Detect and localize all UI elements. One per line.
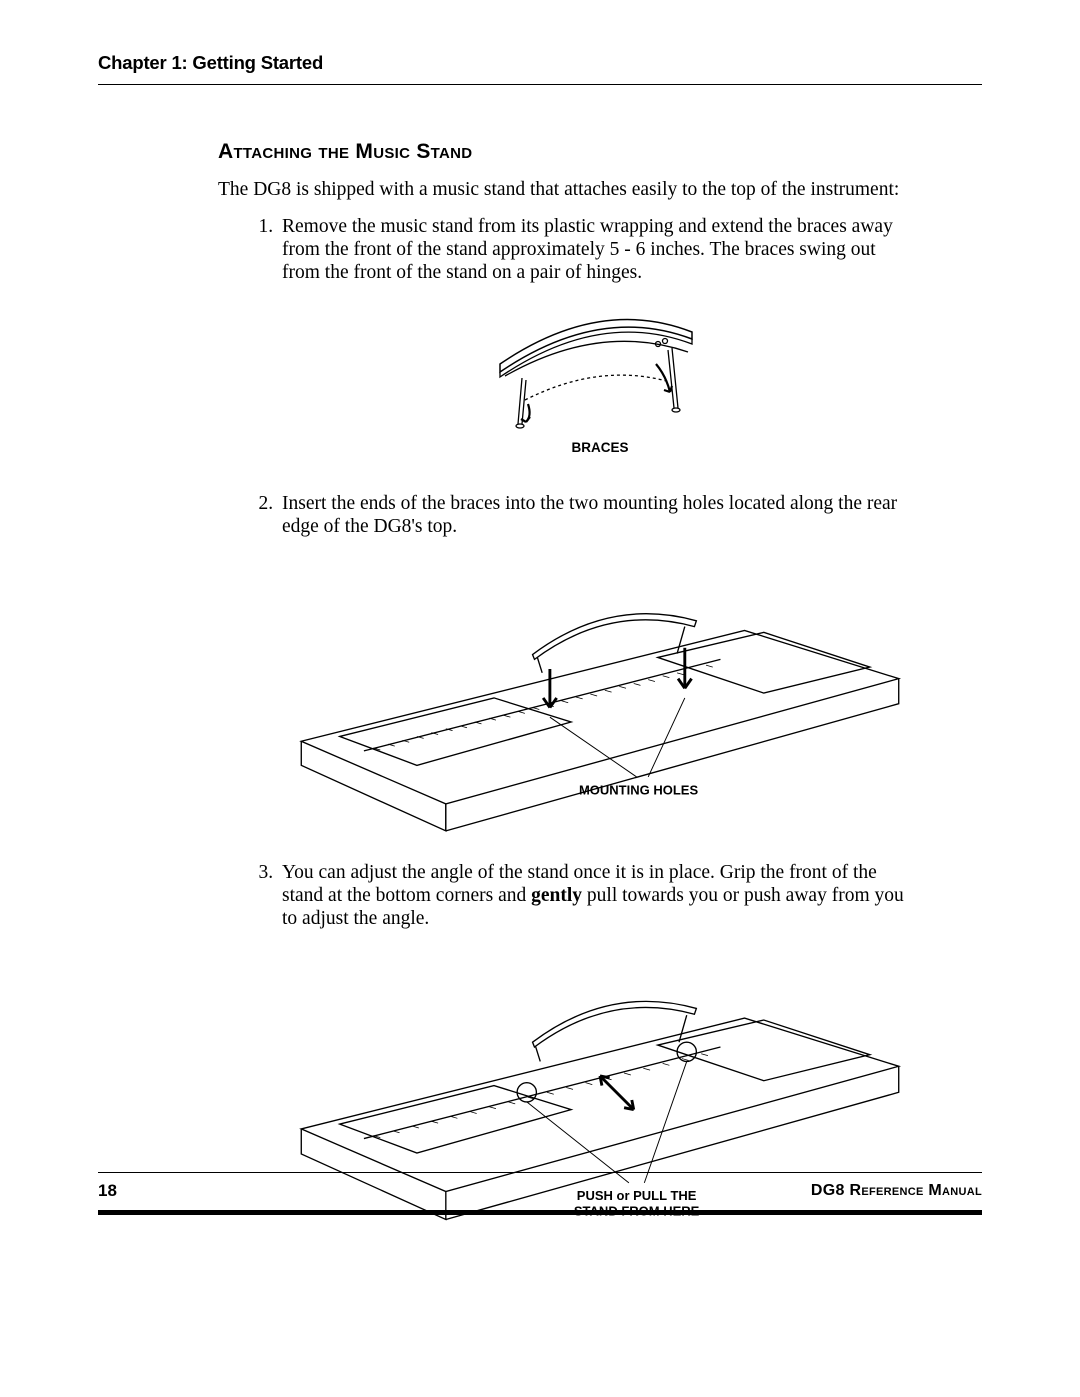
chapter-header: Chapter 1: Getting Started — [98, 52, 982, 74]
header-rule — [98, 84, 982, 85]
page-content: Chapter 1: Getting Started Attaching the… — [98, 52, 982, 1278]
figure-2-label: MOUNTING HOLES — [579, 782, 698, 797]
main-content: Attaching the Music Stand The DG8 is shi… — [218, 140, 918, 1250]
footer-rule-top — [98, 1172, 982, 1173]
page-footer: 18 DG8 Reference Manual — [98, 1172, 982, 1215]
figure-1: BRACES — [282, 304, 918, 464]
step-text: Insert the ends of the braces into the t… — [282, 493, 897, 537]
figure-1-label: BRACES — [571, 440, 628, 455]
mounting-holes-diagram-icon: MOUNTING HOLES — [282, 558, 918, 833]
page-number: 18 — [98, 1181, 117, 1201]
step-item: Insert the ends of the braces into the t… — [278, 492, 918, 833]
section-title: Attaching the Music Stand — [218, 140, 918, 164]
manual-name: DG8 Reference Manual — [811, 1182, 982, 1200]
footer-row: 18 DG8 Reference Manual — [98, 1181, 982, 1201]
step-item: Remove the music stand from its plastic … — [278, 215, 918, 464]
footer-rule-bottom — [98, 1210, 982, 1215]
figure-2: MOUNTING HOLES — [282, 558, 918, 833]
step-list: Remove the music stand from its plastic … — [268, 215, 918, 1250]
step-text: Remove the music stand from its plastic … — [282, 216, 893, 283]
braces-diagram-icon: BRACES — [470, 304, 730, 464]
intro-text: The DG8 is shipped with a music stand th… — [218, 178, 918, 201]
step-text-bold: gently — [531, 885, 582, 906]
